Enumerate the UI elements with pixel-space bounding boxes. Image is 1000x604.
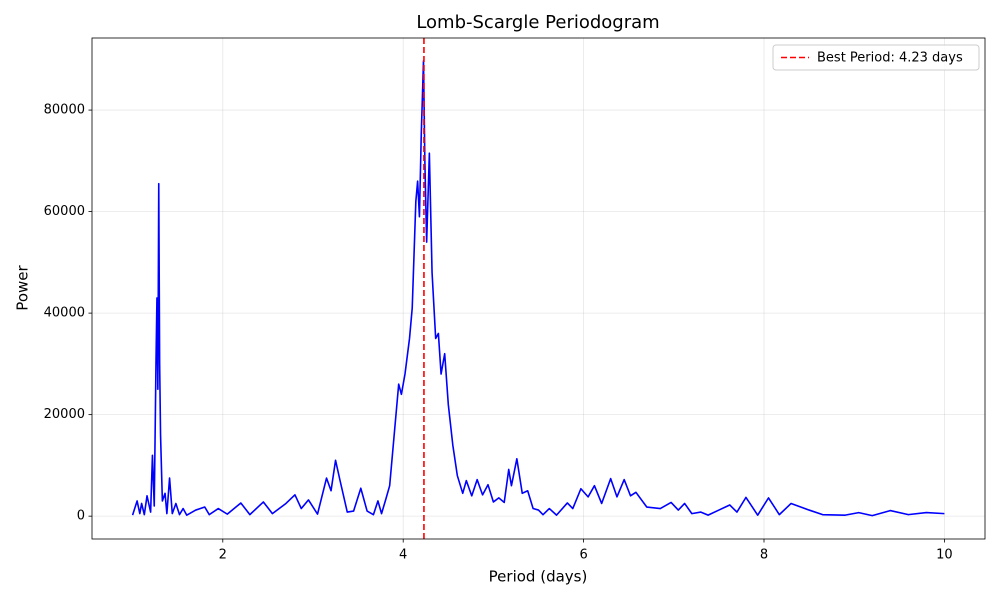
x-axis-label: Period (days) [489, 568, 588, 586]
y-tick-label: 80000 [44, 103, 85, 118]
y-tick-label: 60000 [44, 204, 85, 219]
y-tick-label: 40000 [44, 306, 85, 321]
legend-box [772, 44, 980, 71]
y-tick-label: 0 [77, 509, 85, 524]
x-tick-label: 2 [219, 548, 227, 563]
x-tick-label: 10 [936, 548, 953, 563]
y-tick-label: 20000 [44, 407, 85, 422]
legend-label: Best Period: 4.23 days [817, 51, 963, 66]
x-tick-label: 4 [399, 548, 407, 563]
x-tick-label: 8 [760, 548, 768, 563]
data-line [131, 60, 945, 517]
axes-frame [91, 37, 986, 540]
chart-title: Lomb-Scargle Periodogram [416, 12, 659, 33]
x-tick-label: 6 [579, 548, 587, 563]
y-axis-label: Power [14, 264, 32, 310]
